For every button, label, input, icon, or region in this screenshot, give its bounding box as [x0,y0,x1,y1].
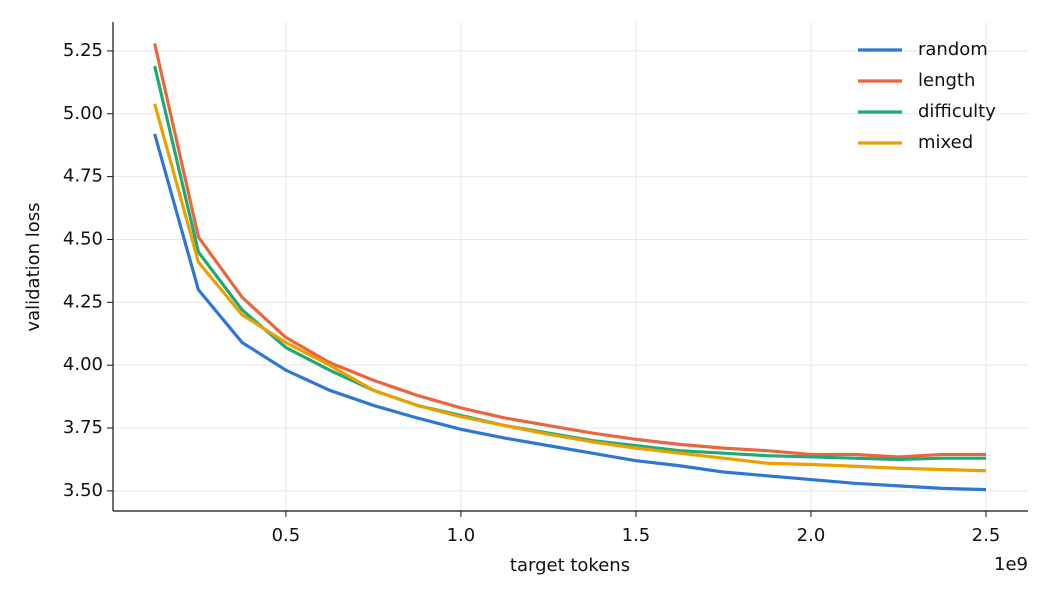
y-tick-label: 5.00 [63,103,103,124]
x-axis-label: target tokens [510,555,630,576]
y-tick-label: 4.00 [63,354,103,375]
x-tick-label: 2.5 [972,525,1001,546]
line [153,65,986,462]
y-tick-label: 4.50 [63,228,103,249]
line [153,133,987,492]
x-tick-label: 1.0 [447,525,476,546]
legend-label: random [918,39,988,60]
x-tick-label: 2.0 [797,525,826,546]
y-axis-label: validation loss [23,202,44,331]
y-tick-label: 4.25 [63,291,103,312]
y-tick-label: 3.75 [63,417,103,438]
x-tick-label: 1.5 [622,525,651,546]
y-tick-label: 4.75 [63,166,103,187]
y-tick-label: 5.25 [63,40,103,61]
x-offset-label: 1e9 [994,554,1028,575]
legend-label: length [918,70,975,91]
legend-label: difficulty [918,101,996,122]
x-tick-label: 0.5 [272,525,301,546]
line [153,43,986,459]
line [153,103,987,473]
legend-label: mixed [918,132,973,153]
y-tick-label: 3.50 [63,480,103,501]
